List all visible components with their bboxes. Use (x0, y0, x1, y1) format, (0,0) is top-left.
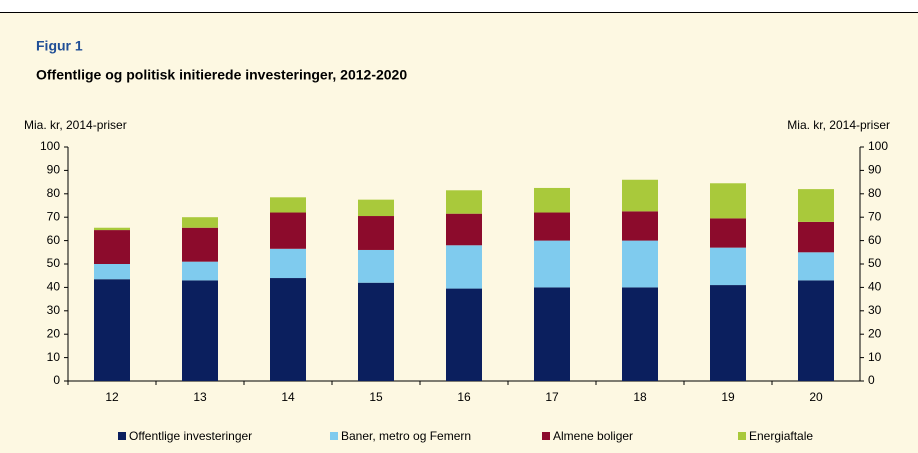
x-tick-label: 19 (721, 390, 735, 404)
legend-swatch (738, 432, 746, 440)
bar-segment (798, 189, 834, 222)
bar-segment (182, 217, 218, 228)
bar-segment (622, 240, 658, 288)
y2-tick-label: 20 (868, 326, 882, 340)
chart-subtitle: Offentlige og politisk initierede invest… (36, 67, 407, 83)
bar-segment (710, 285, 746, 381)
bar-segment (622, 287, 658, 381)
bar-segment (446, 213, 482, 246)
y2-tick-label: 10 (868, 350, 882, 364)
y-tick-label: 50 (47, 256, 61, 270)
bar-segment (534, 212, 570, 241)
y2-tick-label: 0 (868, 373, 875, 387)
legend-swatch (542, 432, 550, 440)
bar-segment (270, 278, 306, 381)
bar-segment (446, 190, 482, 214)
bar-segment (798, 252, 834, 281)
bar-segment (94, 230, 130, 264)
bar-segment (270, 212, 306, 249)
bar-segment (446, 245, 482, 289)
x-tick-label: 15 (369, 390, 383, 404)
bar-segment (182, 280, 218, 381)
legend-label: Offentlige investeringer (129, 429, 252, 443)
y2-axis-label: Mia. kr, 2014-priser (787, 118, 890, 132)
y-tick-label: 40 (47, 280, 61, 294)
bar-segment (270, 197, 306, 213)
chart-title: Figur 1 (36, 38, 83, 54)
x-tick-label: 14 (281, 390, 295, 404)
y2-tick-label: 50 (868, 256, 882, 270)
y2-tick-label: 60 (868, 233, 882, 247)
bar-segment (534, 287, 570, 381)
x-tick-label: 13 (193, 390, 207, 404)
bar-segment (710, 183, 746, 219)
y-tick-label: 90 (47, 163, 61, 177)
bar-segment (94, 227, 130, 231)
x-tick-label: 18 (633, 390, 647, 404)
bar-segment (710, 247, 746, 286)
legend-label: Baner, metro og Femern (341, 429, 471, 443)
bar-segment (94, 264, 130, 280)
y-tick-label: 0 (53, 373, 60, 387)
x-tick-label: 16 (457, 390, 471, 404)
legend-label: Almene boliger (553, 429, 633, 443)
y-tick-label: 80 (47, 186, 61, 200)
x-tick-label: 12 (105, 390, 119, 404)
bar-segment (358, 282, 394, 381)
bar-segment (710, 218, 746, 248)
y-tick-label: 30 (47, 303, 61, 317)
y-tick-label: 100 (40, 139, 60, 153)
bar-segment (182, 261, 218, 281)
bar-segment (446, 288, 482, 381)
legend-label: Energiaftale (749, 429, 813, 443)
y2-tick-label: 40 (868, 280, 882, 294)
y2-tick-label: 30 (868, 303, 882, 317)
legend-swatch (330, 432, 338, 440)
y2-tick-label: 90 (868, 163, 882, 177)
y-tick-label: 10 (47, 350, 61, 364)
y2-tick-label: 100 (868, 139, 888, 153)
bar-segment (534, 187, 570, 213)
y-tick-label: 70 (47, 209, 61, 223)
bar-segment (622, 179, 658, 212)
bar-segment (94, 279, 130, 381)
bar-segment (270, 248, 306, 279)
y-tick-label: 20 (47, 326, 61, 340)
x-tick-label: 20 (809, 390, 823, 404)
y-tick-label: 60 (47, 233, 61, 247)
bar-segment (358, 199, 394, 217)
bar-segment (622, 211, 658, 241)
y-axis-label: Mia. kr, 2014-priser (24, 118, 127, 132)
bar-segment (534, 240, 570, 288)
y2-tick-label: 80 (868, 186, 882, 200)
legend-swatch (118, 432, 126, 440)
bar-segment (182, 227, 218, 262)
bar-segment (358, 249, 394, 283)
bar-segment (358, 216, 394, 250)
bar-segment (798, 280, 834, 381)
y2-tick-label: 70 (868, 209, 882, 223)
bar-segment (798, 221, 834, 253)
x-tick-label: 17 (545, 390, 559, 404)
